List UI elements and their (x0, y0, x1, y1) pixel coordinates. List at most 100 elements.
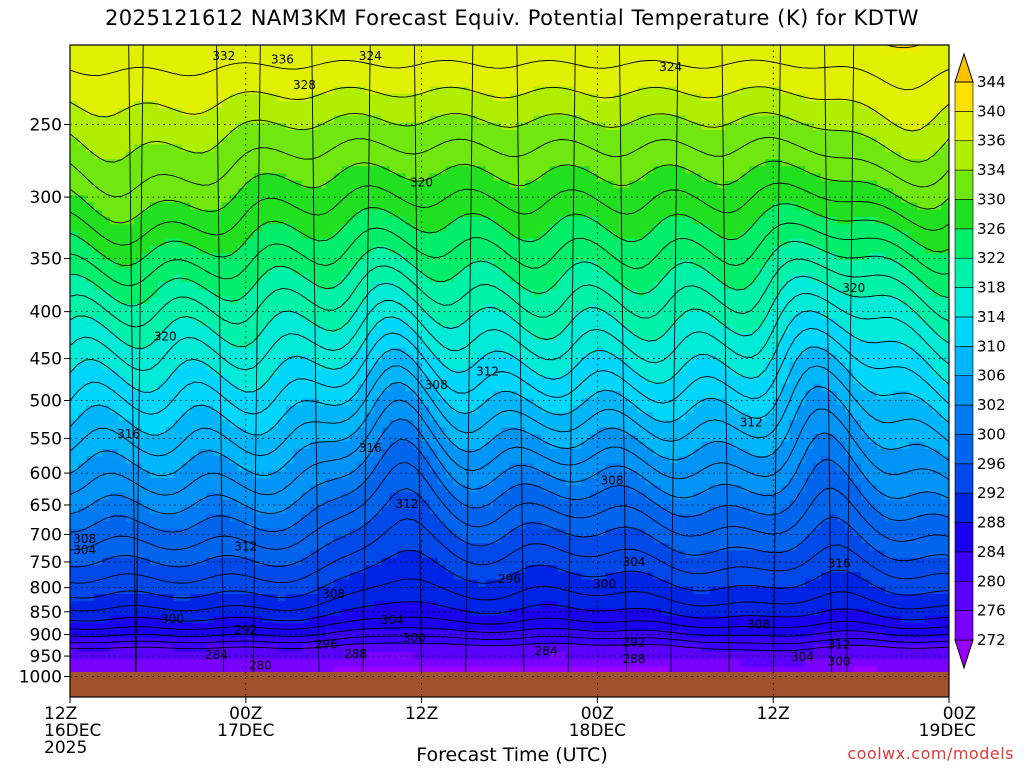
field-cell (285, 390, 295, 399)
field-cell (277, 434, 287, 443)
field-cell (445, 579, 455, 588)
field-cell (157, 608, 167, 617)
field-cell (141, 224, 151, 233)
field-cell (277, 550, 287, 559)
field-cell (229, 565, 239, 573)
field-cell (277, 296, 287, 305)
field-cell (70, 195, 79, 204)
field-cell (181, 253, 191, 262)
field-cell (197, 311, 207, 320)
field-cell (197, 79, 207, 88)
field-cell (229, 50, 239, 58)
field-cell (117, 303, 127, 312)
field-cell (333, 637, 343, 646)
field-cell (373, 57, 383, 66)
field-cell (453, 608, 463, 617)
field-cell (309, 376, 319, 385)
field-cell (509, 274, 519, 283)
field-cell (293, 224, 303, 233)
field-cell (157, 550, 167, 559)
field-cell (205, 238, 215, 247)
field-cell (189, 318, 199, 327)
field-cell (149, 565, 159, 573)
field-cell (437, 369, 447, 378)
field-cell (245, 108, 255, 117)
field-cell (485, 86, 495, 95)
field-cell (229, 274, 239, 283)
field-cell (485, 398, 495, 407)
field-cell (85, 354, 95, 363)
field-cell (205, 623, 215, 631)
field-cell (165, 390, 175, 399)
field-cell (325, 195, 335, 204)
field-cell (421, 347, 431, 356)
field-cell (365, 427, 375, 436)
field-cell (445, 195, 455, 204)
field-cell (477, 644, 487, 653)
field-cell (117, 506, 127, 515)
field-cell (333, 499, 343, 508)
field-cell (469, 594, 479, 602)
field-cell (461, 224, 471, 233)
field-cell (85, 158, 95, 167)
field-cell (125, 608, 135, 617)
field-cell (165, 543, 175, 552)
field-cell (253, 572, 263, 581)
field-cell (77, 267, 87, 276)
field-cell (397, 115, 407, 124)
field-cell (429, 644, 439, 653)
field-cell (349, 419, 359, 428)
field-cell (341, 50, 351, 58)
field-cell (421, 173, 431, 182)
field-cell (277, 499, 287, 508)
field-cell (221, 550, 231, 559)
field-cell (493, 209, 503, 218)
field-cell (237, 296, 247, 305)
field-cell (477, 158, 487, 167)
field-cell (437, 434, 447, 443)
field-cell (477, 419, 487, 428)
field-cell (253, 623, 263, 631)
field-cell (437, 521, 447, 530)
field-cell (365, 586, 375, 595)
field-cell (333, 267, 343, 276)
field-cell (461, 456, 471, 465)
field-cell (133, 93, 143, 102)
field-cell (373, 666, 383, 675)
field-cell (189, 456, 199, 465)
field-cell (293, 325, 303, 334)
field-cell (381, 347, 391, 356)
field-cell (277, 514, 287, 523)
field-cell (253, 318, 263, 327)
field-cell (165, 129, 175, 138)
field-cell (181, 572, 191, 581)
field-cell (477, 93, 487, 102)
field-cell (77, 361, 87, 370)
field-cell (189, 50, 199, 58)
field-cell (389, 129, 399, 138)
field-cell (245, 535, 255, 544)
field-cell (150, 36, 159, 44)
field-cell (413, 180, 423, 189)
field-cell (237, 325, 247, 334)
field-cell (453, 64, 463, 73)
field-cell (349, 267, 359, 276)
field-cell (301, 550, 311, 559)
field-cell (277, 303, 287, 312)
field-cell (261, 129, 271, 138)
field-cell (317, 652, 327, 660)
field-cell (485, 93, 495, 102)
field-cell (173, 332, 183, 341)
field-cell (173, 209, 183, 218)
field-cell (493, 86, 503, 95)
field-cell (509, 267, 519, 276)
field-cell (461, 405, 471, 414)
field-cell (325, 666, 335, 675)
field-cell (253, 137, 263, 146)
field-cell (133, 166, 143, 175)
field-cell (117, 615, 127, 624)
field-cell (357, 260, 367, 269)
field-cell (277, 238, 287, 247)
field-cell (70, 521, 79, 530)
field-cell (445, 565, 455, 573)
